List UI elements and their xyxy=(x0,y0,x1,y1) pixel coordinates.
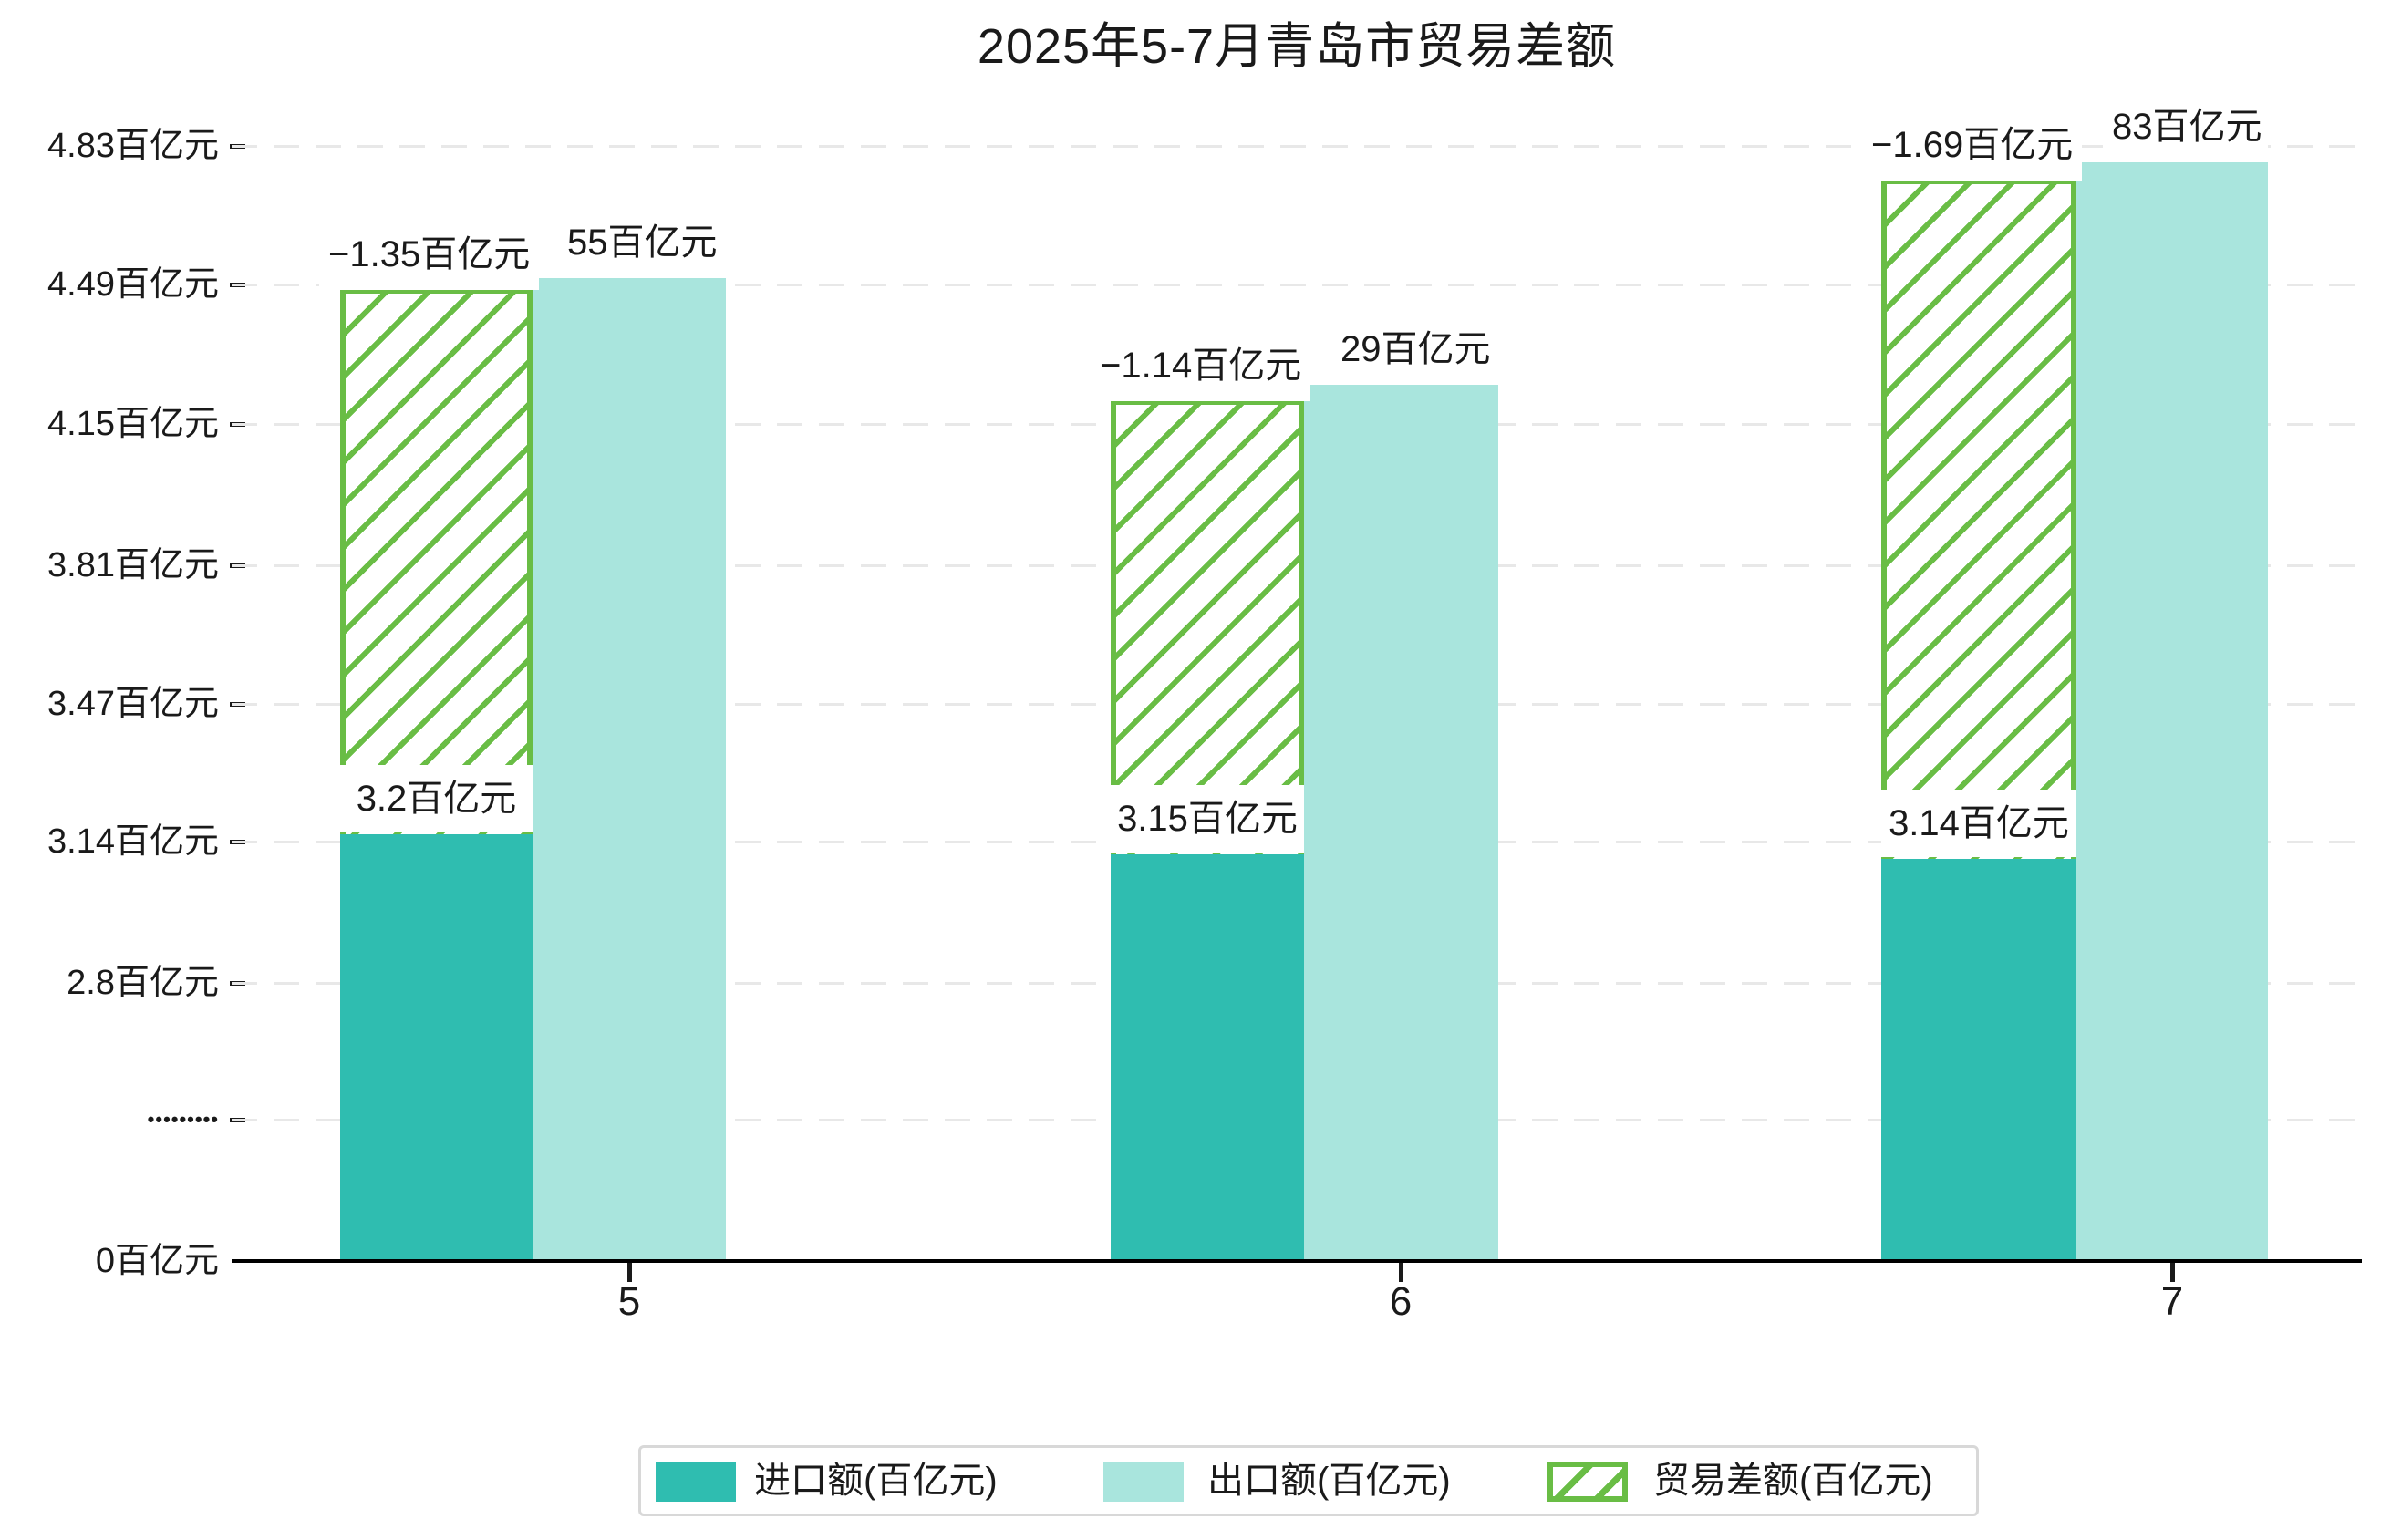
y-tick-label: 3.81百亿元 xyxy=(47,546,219,584)
y-tick-label: 4.15百亿元 xyxy=(47,405,219,443)
export-value-label: 83百亿元 xyxy=(2106,98,2268,156)
y-tick-label: 4.49百亿元 xyxy=(47,265,219,304)
y-tick-label: 3.47百亿元 xyxy=(47,685,219,723)
export-legend-swatch xyxy=(1103,1462,1184,1502)
x-tick-mark xyxy=(2170,1263,2175,1282)
import-legend-label: 进口额(百亿元) xyxy=(754,1461,998,1501)
x-tick-label-month-7: 7 xyxy=(2160,1279,2184,1324)
trade-balance-legend-swatch xyxy=(1547,1462,1628,1502)
y-tick-label: 4.83百亿元 xyxy=(47,127,219,165)
x-tick-label-month-5: 5 xyxy=(617,1279,641,1324)
trade-balance-bar-month-7 xyxy=(1881,179,2076,859)
legend: 进口额(百亿元) 出口额(百亿元) 贸易差额(百亿元) xyxy=(638,1445,1979,1516)
balance-value-label: −1.69百亿元 xyxy=(1862,109,2083,181)
x-tick-mark xyxy=(1399,1263,1403,1282)
export-legend-label: 出口额(百亿元) xyxy=(1207,1461,1451,1501)
import-legend-swatch xyxy=(656,1462,736,1502)
chart-title: 2025年5-7月青岛市贸易差额 xyxy=(977,19,1617,74)
x-tick-mark xyxy=(627,1263,632,1282)
export-value-label: 55百亿元 xyxy=(562,213,723,272)
import-bar-month-7 xyxy=(1881,859,2076,1261)
trade-balance-legend-label: 贸易差额(百亿元) xyxy=(1653,1461,1933,1501)
x-tick-label-month-6: 6 xyxy=(1389,1279,1413,1324)
export-bar-month-5 xyxy=(533,278,726,1261)
y-tick-label: 0百亿元 xyxy=(95,1242,219,1280)
balance-value-label: −1.35百亿元 xyxy=(319,219,540,290)
import-bar-month-5 xyxy=(340,834,533,1261)
import-value-label: 3.14百亿元 xyxy=(1881,790,2076,857)
x-axis-line xyxy=(232,1259,2362,1263)
y-tick-label: 3.14百亿元 xyxy=(47,822,219,861)
import-value-label: 3.2百亿元 xyxy=(340,765,533,832)
trade-balance-bar-month-5 xyxy=(340,288,533,834)
export-value-label: 29百亿元 xyxy=(1335,320,1496,378)
trade-balance-bar-month-6 xyxy=(1111,399,1304,854)
export-bar-month-6 xyxy=(1304,385,1498,1261)
export-bar-month-7 xyxy=(2076,162,2268,1261)
balance-value-label: −1.14百亿元 xyxy=(1091,330,1311,401)
gridline-4.83 xyxy=(232,145,2362,148)
import-bar-month-6 xyxy=(1111,854,1304,1261)
y-axis-break-label: ••••••••• xyxy=(147,1108,219,1131)
y-tick-label: 2.8百亿元 xyxy=(67,964,219,1002)
gridline-4.49 xyxy=(232,284,2362,286)
import-value-label: 3.15百亿元 xyxy=(1111,785,1304,853)
